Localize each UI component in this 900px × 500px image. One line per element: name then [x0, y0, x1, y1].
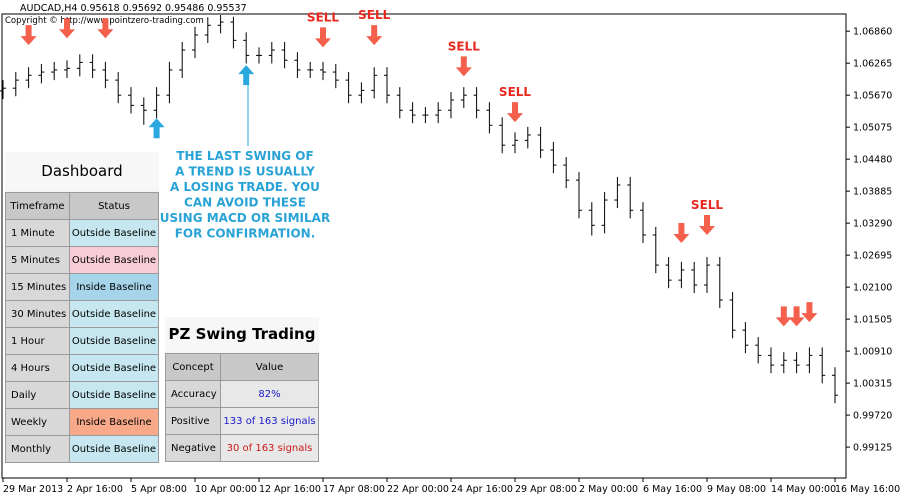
x-tick-label: 2 May 00:00 [579, 484, 638, 495]
dashboard-panel: Dashboard Timeframe Status 1 Minute Outside… [5, 152, 159, 463]
annotation-line: A TREND IS USUALLY [175, 165, 315, 179]
y-tick-label: 1.04480 [853, 155, 892, 166]
dashboard-title: Dashboard [5, 152, 159, 190]
value-cell: Inside Baseline [69, 408, 159, 436]
sell-arrow [673, 223, 690, 244]
signal-label: SELL [307, 10, 339, 24]
y-tick-label: 1.00910 [853, 347, 892, 358]
label-cell: 30 Minutes [5, 300, 70, 328]
x-tick-label: 9 May 08:00 [707, 484, 766, 495]
value-cell: Outside Baseline [69, 435, 159, 463]
sell-arrow [507, 102, 523, 123]
sell-arrow [97, 18, 114, 39]
value-cell: 82% [220, 380, 319, 408]
y-tick-label: 1.06860 [853, 27, 892, 38]
stats-panel: PZ Swing Trading Concept Value Accuracy 82%… [165, 317, 319, 462]
plot-frame [1, 13, 847, 479]
sell-arrow [801, 302, 818, 323]
value-cell: 133 of 163 signals [220, 407, 319, 435]
value-cell: Inside Baseline [69, 273, 159, 301]
x-tick-label: 24 Apr 16:00 [451, 484, 513, 495]
annotation-line: CAN AVOID THESE [184, 196, 306, 210]
label-cell: 4 Hours [5, 354, 70, 382]
header-cell: Concept [165, 353, 221, 381]
y-tick-label: 1.03290 [853, 219, 892, 230]
label-cell: 1 Hour [5, 327, 70, 355]
sell-arrow [366, 25, 383, 46]
label-cell: Positive [165, 407, 221, 435]
signal-label: SELL [358, 8, 390, 22]
y-tick-label: 1.03885 [853, 187, 892, 198]
label-cell: Negative [165, 434, 221, 462]
annotation-line: THE LAST SWING OF [176, 149, 313, 163]
label-cell: Monthly [5, 435, 70, 463]
label-cell: Weekly [5, 408, 70, 436]
label-cell: Daily [5, 381, 70, 409]
y-tick-label: 1.05075 [853, 123, 892, 134]
buy-arrow [148, 118, 165, 139]
label-cell: 1 Minute [5, 219, 70, 247]
x-tick-label: 2 Apr 16:00 [67, 484, 123, 495]
header-cell: Value [220, 353, 319, 381]
value-cell: Outside Baseline [69, 246, 159, 274]
y-tick-label: 1.02100 [853, 283, 892, 294]
x-tick-label: 29 Apr 08:00 [515, 484, 577, 495]
sell-arrow [20, 25, 37, 46]
y-tick-label: 1.05670 [853, 91, 892, 102]
header-cell: Status [69, 192, 159, 220]
value-cell: Outside Baseline [69, 354, 159, 382]
x-tick-label: 12 Apr 16:00 [259, 484, 321, 495]
signal-label: SELL [448, 39, 480, 53]
sell-arrow [455, 56, 472, 77]
x-tick-label: 29 Mar 2013 [3, 484, 63, 495]
sell-arrow [699, 214, 715, 235]
y-tick-label: 1.01505 [853, 315, 892, 326]
value-cell: 30 of 163 signals [220, 434, 319, 462]
stats-title: PZ Swing Trading [165, 317, 319, 351]
x-tick-label: 16 May 16:00 [835, 484, 900, 495]
y-tick-label: 0.99720 [853, 411, 892, 422]
sell-arrow [315, 27, 331, 48]
sell-arrow [59, 18, 75, 39]
x-tick-label: 10 Apr 00:00 [195, 484, 257, 495]
sell-arrow [775, 306, 792, 327]
signal-label: SELL [499, 85, 531, 99]
label-cell: 15 Minutes [5, 273, 70, 301]
x-tick-label: 17 Apr 08:00 [323, 484, 385, 495]
y-tick-label: 1.00315 [853, 379, 892, 390]
y-tick-label: 1.02695 [853, 251, 892, 262]
sell-arrow [788, 306, 805, 327]
annotation-line: FOR CONFIRMATION. [175, 227, 316, 241]
value-cell: Outside Baseline [69, 219, 159, 247]
header-cell: Timeframe [5, 192, 70, 220]
annotation-line: A LOSING TRADE. YOU [170, 180, 320, 194]
buy-arrow [238, 65, 255, 86]
symbol-info: AUDCAD,H4 0.95618 0.95692 0.95486 0.9553… [20, 3, 247, 14]
y-tick-label: 1.06265 [853, 59, 892, 70]
value-cell: Outside Baseline [69, 327, 159, 355]
label-cell: Accuracy [165, 380, 221, 408]
signal-label: SELL [691, 198, 723, 212]
annotation-line: USING MACD OR SIMILAR [160, 211, 330, 225]
y-tick-label: 0.99125 [853, 443, 892, 454]
x-tick-label: 14 May 00:00 [771, 484, 836, 495]
value-cell: Outside Baseline [69, 300, 159, 328]
label-cell: 5 Minutes [5, 246, 70, 274]
x-tick-label: 5 Apr 08:00 [131, 484, 187, 495]
x-tick-label: 22 Apr 00:00 [387, 484, 449, 495]
value-cell: Outside Baseline [69, 381, 159, 409]
x-tick-label: 6 May 16:00 [643, 484, 702, 495]
